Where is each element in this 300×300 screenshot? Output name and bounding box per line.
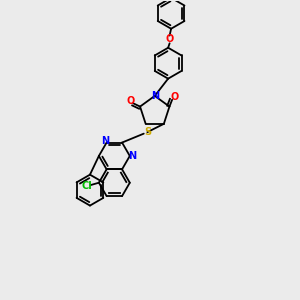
- Text: O: O: [166, 34, 174, 44]
- Text: N: N: [128, 151, 136, 161]
- Text: O: O: [126, 96, 134, 106]
- Text: O: O: [171, 92, 179, 102]
- Text: N: N: [101, 136, 109, 146]
- Text: Cl: Cl: [82, 181, 92, 191]
- Text: S: S: [144, 127, 151, 137]
- Text: N: N: [151, 91, 159, 101]
